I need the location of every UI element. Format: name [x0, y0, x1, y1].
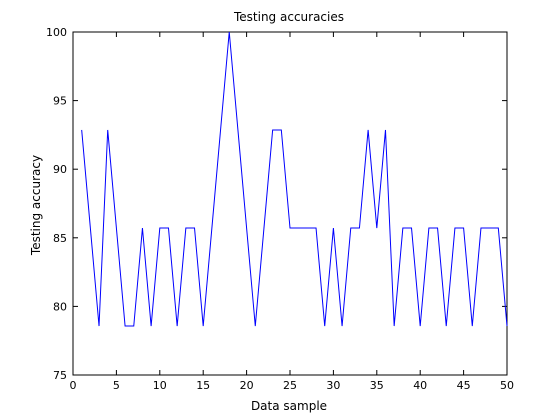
plot-frame [73, 32, 507, 375]
y-axis-label: Testing accuracy [29, 155, 43, 256]
y-tick-label: 85 [53, 232, 67, 245]
x-tick-label: 15 [196, 379, 210, 392]
chart-title: Testing accuracies [233, 10, 344, 24]
y-tick-label: 100 [46, 26, 67, 39]
x-tick-label: 35 [370, 379, 384, 392]
x-tick-label: 0 [70, 379, 77, 392]
x-axis-label: Data sample [251, 399, 327, 413]
x-tick-label: 10 [153, 379, 167, 392]
y-tick-label: 80 [53, 300, 67, 313]
x-tick-label: 30 [326, 379, 340, 392]
y-tick-label: 90 [53, 163, 67, 176]
x-tick-label: 20 [240, 379, 254, 392]
x-tick-label: 45 [457, 379, 471, 392]
x-tick-label: 50 [500, 379, 514, 392]
x-tick-label: 40 [413, 379, 427, 392]
y-tick-label: 75 [53, 369, 67, 382]
plot-area: 0 5 10 15 20 25 30 35 40 45 50 75 80 85 90 95 100 [46, 26, 514, 392]
y-tick-label: 95 [53, 95, 67, 108]
x-tick-label: 5 [113, 379, 120, 392]
x-tick-label: 25 [283, 379, 297, 392]
